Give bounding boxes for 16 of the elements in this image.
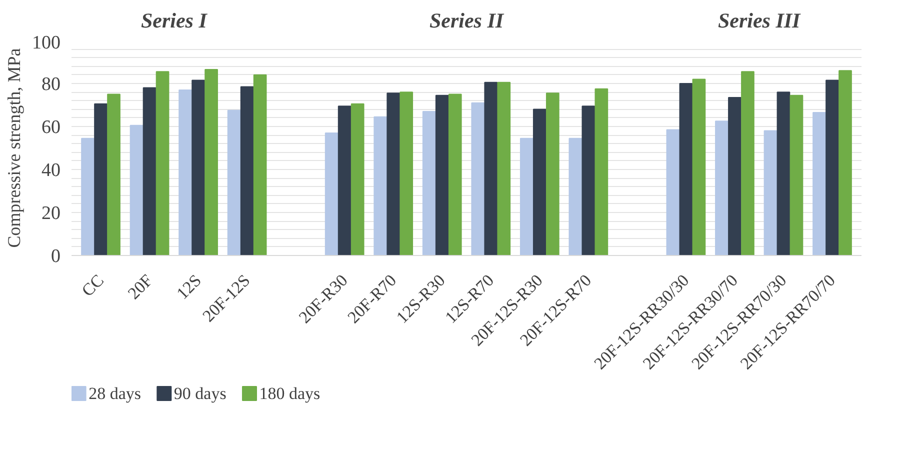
- text: Series II: [429, 8, 504, 32]
- text: Series I: [140, 8, 208, 32]
- legend-label: 180 days: [259, 384, 320, 403]
- x-tick-label: 20F: [124, 270, 156, 303]
- y-tick-label: 60: [42, 117, 60, 138]
- text: Series III: [718, 8, 802, 32]
- legend-label: 90 days: [174, 384, 226, 403]
- y-tick-label: 80: [42, 74, 60, 95]
- y-tick-label: 0: [51, 246, 60, 267]
- x-tick-label: 12S: [172, 270, 206, 303]
- y-tick-label: 40: [42, 160, 60, 181]
- y-axis-title: Compressive strength, MPa: [4, 48, 24, 248]
- y-tick-label: 20: [42, 203, 60, 224]
- legend-label: 28 days: [88, 384, 141, 403]
- x-tick-label: CC: [78, 270, 108, 300]
- y-tick-label: 100: [32, 32, 60, 54]
